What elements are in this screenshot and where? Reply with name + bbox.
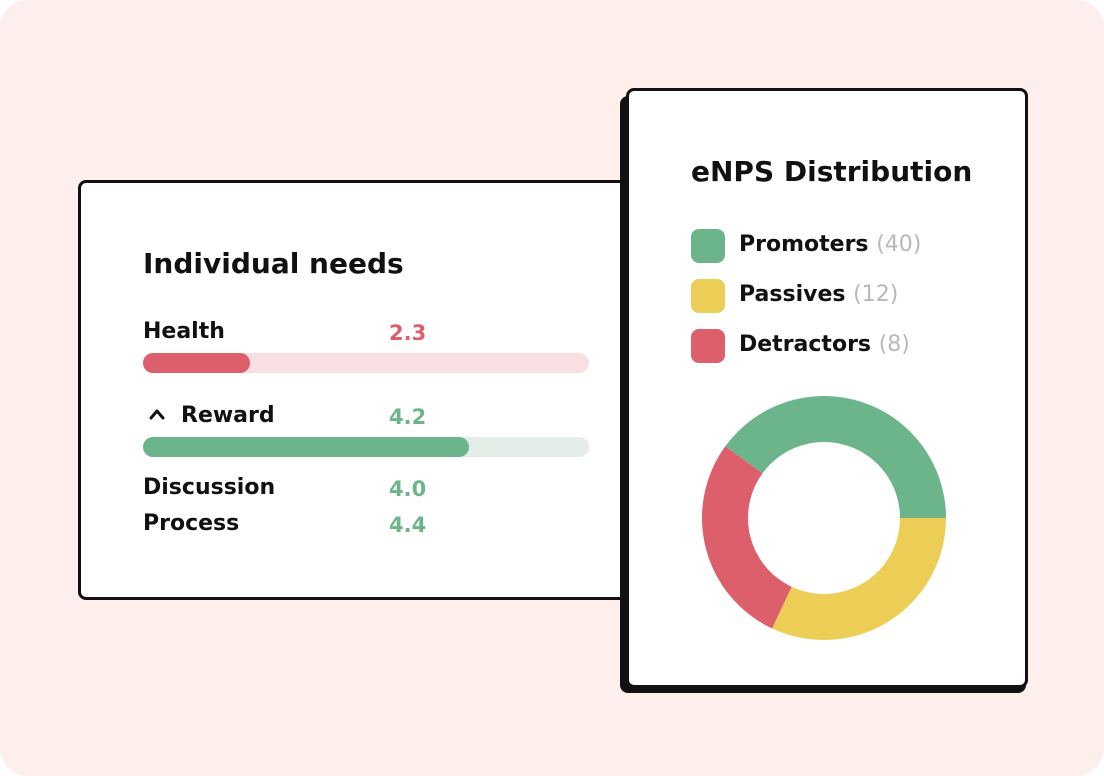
health-progress-track (143, 353, 589, 373)
donut-slice-passives (772, 518, 946, 640)
promoters-swatch (691, 229, 725, 263)
individual-needs-card: Individual needs Health 2.3 Reward 4.2 D… (78, 180, 638, 600)
enps-distribution-card: eNPS Distribution Promoters (40) Passive… (626, 88, 1028, 688)
enps-donut-chart (702, 396, 946, 640)
passives-count: (12) (853, 282, 899, 307)
reward-progress-fill (143, 437, 469, 457)
discussion-label: Discussion (143, 475, 276, 500)
promoters-label: Promoters (739, 232, 869, 257)
promoters-count: (40) (876, 232, 922, 257)
passives-swatch (691, 279, 725, 313)
process-label: Process (143, 511, 240, 536)
discussion-value: 4.0 (389, 477, 427, 501)
health-label: Health (143, 319, 225, 344)
detractors-count: (8) (878, 332, 910, 357)
detractors-swatch (691, 329, 725, 363)
donut-slice-detractors (702, 446, 792, 629)
health-value: 2.3 (389, 321, 427, 345)
donut-slice-promoters (725, 396, 946, 518)
chevron-up-icon[interactable] (149, 407, 165, 421)
individual-needs-title: Individual needs (143, 247, 404, 280)
process-value: 4.4 (389, 513, 427, 537)
reward-label[interactable]: Reward (181, 403, 275, 428)
reward-progress-track (143, 437, 589, 457)
reward-value: 4.2 (389, 405, 427, 429)
detractors-label: Detractors (739, 332, 872, 357)
health-progress-fill (143, 353, 251, 373)
enps-title: eNPS Distribution (691, 155, 973, 188)
passives-label: Passives (739, 282, 846, 307)
